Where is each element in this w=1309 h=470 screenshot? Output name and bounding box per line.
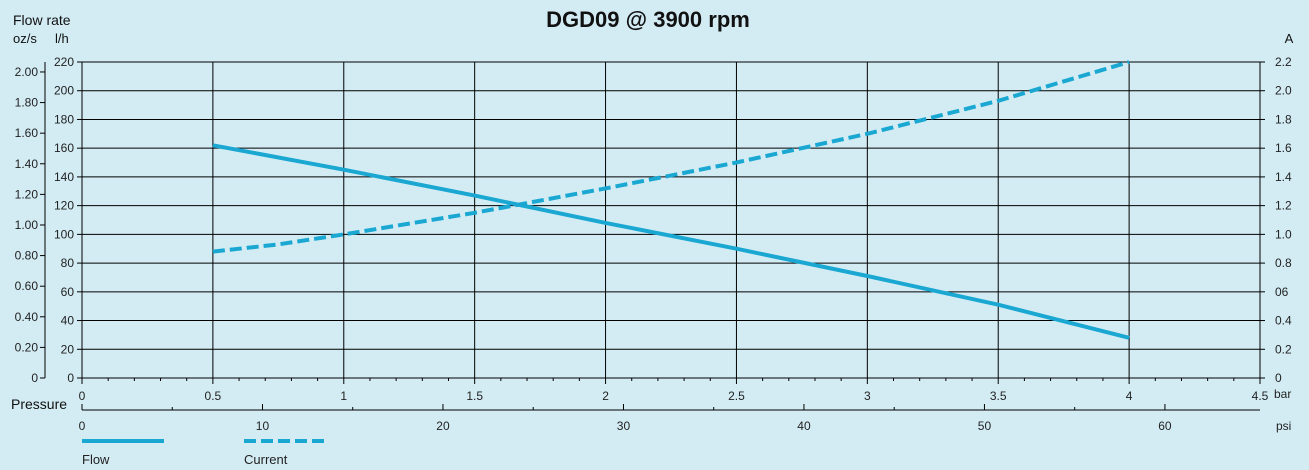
- y-A-tick-label: 06: [1275, 285, 1289, 299]
- y-A-tick-label: 1.6: [1275, 141, 1292, 155]
- left-axis-title: Flow rate: [13, 12, 71, 28]
- plot-border: [81, 61, 1261, 379]
- y-ozs-tick-label: 1.60: [15, 126, 39, 140]
- x-bar-tick-label: 2.5: [728, 389, 745, 403]
- y-lh-tick-label: 200: [54, 84, 74, 98]
- x-psi-tick-label: 30: [617, 419, 631, 433]
- y-A-tick-label: 2.0: [1275, 84, 1292, 98]
- x-bar-tick-label: 0: [79, 389, 86, 403]
- x-bar-tick-label: 2: [602, 389, 609, 403]
- chart-title: DGD09 @ 3900 rpm: [546, 7, 750, 32]
- y-A-tick-label: 0.8: [1275, 256, 1292, 270]
- y-lh-tick-label: 120: [54, 199, 74, 213]
- x-bar-tick-label: 4: [1126, 389, 1133, 403]
- right-axis-unit: A: [1285, 31, 1294, 46]
- x-psi-tick-label: 50: [978, 419, 992, 433]
- y-ozs-tick-label: 0.20: [15, 340, 39, 354]
- left-axis-unit-ozs: oz/s: [13, 31, 37, 46]
- y-lh-tick-label: 40: [61, 314, 75, 328]
- x-psi-tick-label: 0: [79, 419, 86, 433]
- y-A-tick-label: 1.8: [1275, 112, 1292, 126]
- y-lh-tick-label: 80: [61, 256, 75, 270]
- x-axis-unit-psi: psi: [1276, 419, 1291, 433]
- x-psi-tick-label: 10: [256, 419, 270, 433]
- y-A-tick-label: 2.2: [1275, 55, 1292, 69]
- series-line-flow: [212, 143, 1130, 340]
- y-ozs-tick-label: 1.00: [15, 218, 39, 232]
- y-lh-tick-label: 0: [67, 371, 74, 385]
- y-ozs-tick-label: 0.60: [15, 279, 39, 293]
- y-ozs-tick-label: 1.20: [15, 187, 39, 201]
- y-A-tick-label: 1.4: [1275, 170, 1292, 184]
- x-psi-tick-label: 60: [1158, 419, 1172, 433]
- x-psi-tick-label: 20: [436, 419, 450, 433]
- x-axis-unit-bar: bar: [1274, 387, 1291, 401]
- x-bar-tick-label: 0.5: [205, 389, 222, 403]
- y-ozs-tick-label: 0.80: [15, 249, 39, 263]
- y-lh-tick-label: 140: [54, 170, 74, 184]
- y-A-tick-label: 0.4: [1275, 314, 1292, 328]
- x-bar-tick-label: 1: [340, 389, 347, 403]
- y-ozs-tick-label: 1.40: [15, 157, 39, 171]
- y-lh-tick-label: 160: [54, 141, 74, 155]
- left-axis-unit-lh: l/h: [55, 31, 69, 46]
- x-bar-tick-label: 4.5: [1252, 389, 1269, 403]
- y-lh-tick-label: 20: [61, 342, 75, 356]
- y-lh-tick-label: 100: [54, 227, 74, 241]
- y-ozs-tick-label: 2.00: [15, 65, 39, 79]
- x-bar-tick-label: 3.5: [990, 389, 1007, 403]
- y-A-tick-label: 1.0: [1275, 227, 1292, 241]
- axis-ticks: 02040608010012014016018020022000.200.400…: [15, 55, 1292, 433]
- y-ozs-tick-label: 1.80: [15, 96, 39, 110]
- y-lh-tick-label: 180: [54, 112, 74, 126]
- x-bar-tick-label: 3: [864, 389, 871, 403]
- series-group: [212, 60, 1130, 340]
- y-lh-tick-label: 220: [54, 55, 74, 69]
- y-A-tick-label: 0: [1275, 371, 1282, 385]
- y-ozs-tick-label: 0.40: [15, 310, 39, 324]
- y-A-tick-label: 0.2: [1275, 342, 1292, 356]
- y-lh-tick-label: 60: [61, 285, 75, 299]
- y-ozs-tick-label: 0: [31, 371, 38, 385]
- legend: Flow Current: [82, 439, 326, 467]
- x-axis-title: Pressure: [11, 396, 67, 412]
- y-A-tick-label: 1.2: [1275, 199, 1292, 213]
- grid: [81, 61, 1261, 379]
- legend-label-flow: Flow: [82, 452, 110, 467]
- legend-label-current: Current: [244, 452, 288, 467]
- x-bar-tick-label: 1.5: [466, 389, 483, 403]
- x-psi-tick-label: 40: [797, 419, 811, 433]
